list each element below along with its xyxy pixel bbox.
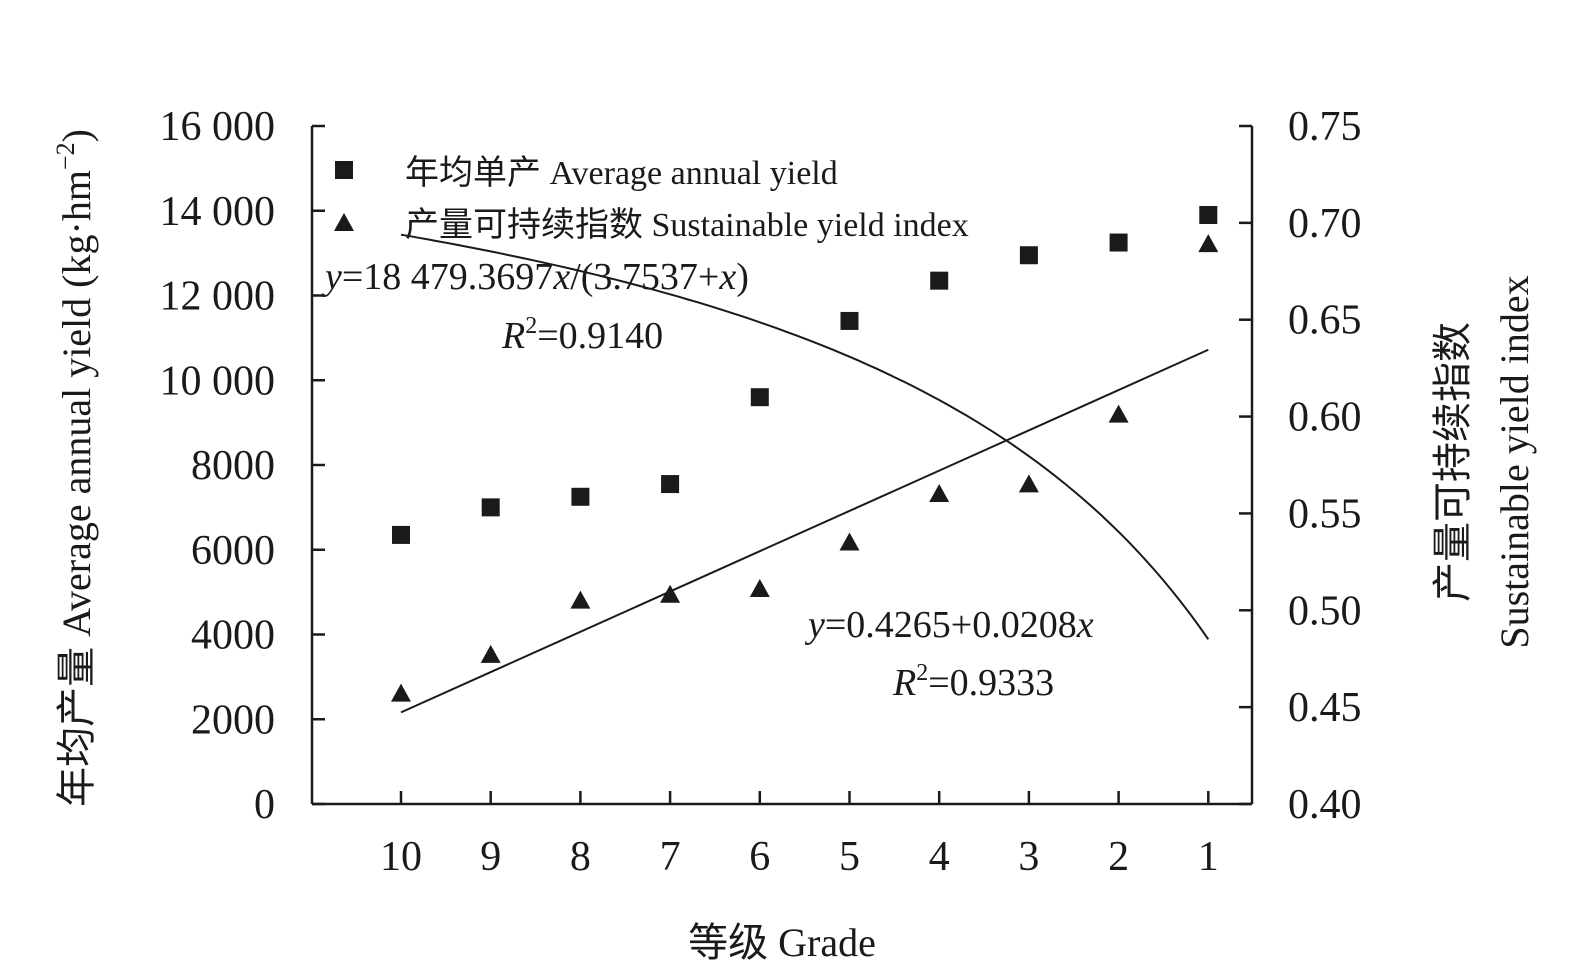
right-tick-label: 0.50 [1288,588,1362,634]
syi-point [1198,234,1219,253]
x-tick-label: 8 [570,834,591,880]
r2-syi: R2=0.9333 [892,660,1054,704]
left-axis-title-close: ) [54,129,99,142]
r2-syi-symbol: R [892,662,916,704]
r2-syi-exp: 2 [916,660,928,686]
right-tick-label: 0.45 [1288,685,1362,731]
syi-point [660,584,681,603]
x-tick-label: 6 [749,834,770,880]
r2-yield: R2=0.9140 [501,313,663,357]
right-tick-label: 0.70 [1288,201,1362,247]
yield-point [1019,246,1038,265]
syi-point [839,532,860,551]
x-tick-label: 2 [1108,834,1129,880]
syi-point [1018,474,1039,493]
eq1-part-5: ) [736,256,749,298]
legend: 年均单产 Average annual yield 产量可持续指数 Sustai… [334,154,969,244]
left-tick-label: 0 [254,782,275,828]
yield-point [840,311,859,330]
left-tick-label: 6000 [191,528,275,574]
fit-equation-2: y=0.4265+0.0208x R2=0.9333 [804,604,1094,704]
equation-yield: y=18 479.3697x/(3.7537+x) [321,256,749,298]
x-tick-label: 1 [1198,834,1219,880]
x-axis-title: 等级 Grade [688,920,876,965]
left-tick-label: 10 000 [160,358,276,404]
legend-triangle-marker [334,213,354,231]
left-tick-label: 16 000 [160,104,276,150]
syi-point [749,578,770,597]
yield-point [930,271,949,290]
left-tick-label: 12 000 [160,274,276,320]
syi-point [929,484,950,503]
eq1-part-2: x [552,256,570,298]
data-marks [391,205,1219,702]
equation-syi: y=0.4265+0.0208x [804,604,1094,646]
right-axis-title-en: Sustainable yield index [1492,275,1537,648]
left-tick-label: 2000 [191,697,275,743]
fit-curve-yield [400,233,1210,640]
right-tick-label: 0.75 [1288,104,1362,150]
fit-lines [400,233,1210,714]
r2-yield-exp: 2 [525,313,537,339]
yield-point [661,475,680,494]
yield-point [1199,205,1218,224]
fit-equation-1: y=18 479.3697x/(3.7537+x) R2=0.9140 [321,256,749,357]
syi-point [570,590,591,609]
left-tick-label: 4000 [191,613,275,659]
eq1-part-0: y [321,256,342,298]
left-axis-title-en: Average annual yield (kg·hm [54,170,99,637]
x-tick-label: 3 [1018,834,1039,880]
eq2-part-0: y [804,604,825,646]
syi-point [480,644,501,663]
right-axis-title-cn: 产量可持续指数 [1430,322,1475,602]
syi-point [1108,404,1129,423]
right-tick-label: 0.55 [1288,491,1362,537]
right-tick-label: 0.40 [1288,782,1362,828]
eq1-part-1: =18 479.3697 [342,256,553,298]
x-tick-label: 4 [929,834,950,880]
yield-point [1109,233,1128,252]
legend-square-marker [335,161,353,179]
yield-point [571,487,590,506]
yield-point [750,388,769,407]
eq2-part-1: =0.4265+0.0208 [825,604,1077,646]
right-tick-label: 0.60 [1288,395,1362,441]
right-tick-label: 0.65 [1288,298,1362,344]
x-tick-label: 5 [839,834,860,880]
r2-syi-value: =0.9333 [928,662,1054,704]
left-axis-title-cn: 年均产量 [54,647,99,807]
yield-point [481,498,500,517]
syi-point [391,683,411,702]
left-tick-label: 14 000 [160,189,276,235]
eq1-part-4: x [718,256,736,298]
x-tick-label: 9 [480,834,501,880]
eq2-part-2: x [1076,604,1094,646]
left-tick-label: 8000 [191,443,275,489]
left-axis-title-sup: −2 [51,142,80,170]
left-axis-title: 年均产量 Average annual yield (kg·hm−2) [51,129,99,807]
fit-line-syi [400,348,1209,714]
x-tick-label: 7 [660,834,681,880]
legend-label-syi: 产量可持续指数 Sustainable yield index [405,206,969,244]
legend-label-yield: 年均单产 Average annual yield [405,154,838,192]
ticks: 0 2000 4000 6000 8000 10 000 12 000 14 000 16 00… [160,104,1362,880]
x-tick-label: 10 [380,834,422,880]
r2-yield-symbol: R [501,315,525,357]
r2-yield-value: =0.9140 [537,315,663,357]
yield-point [392,525,410,544]
eq1-part-3: /(3.7537+ [570,256,719,298]
